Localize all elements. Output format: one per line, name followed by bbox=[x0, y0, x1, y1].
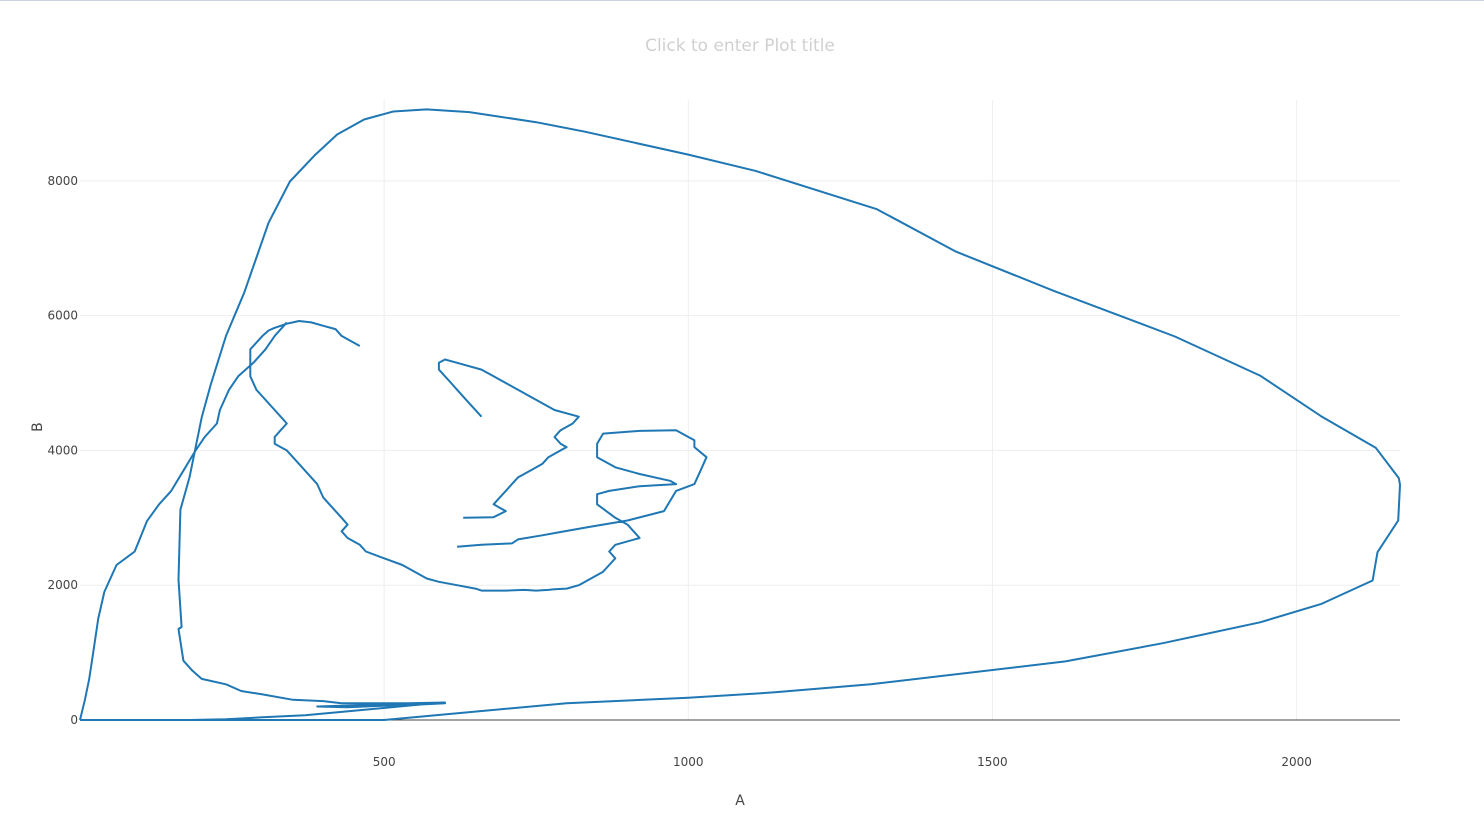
y-tick-label: 6000 bbox=[47, 309, 78, 323]
plot-title[interactable]: Click to enter Plot title bbox=[645, 36, 835, 56]
gridlines bbox=[80, 100, 1400, 720]
x-tick-label: 1000 bbox=[673, 755, 704, 769]
y-axis-title[interactable]: B bbox=[30, 422, 46, 432]
series-line-2[interactable] bbox=[79, 321, 288, 721]
y-tick-label: 0 bbox=[70, 713, 78, 727]
series-line-4[interactable] bbox=[437, 358, 580, 519]
series-line-1[interactable] bbox=[80, 108, 1401, 721]
y-tick-label: 8000 bbox=[47, 174, 78, 188]
y-tick-label: 4000 bbox=[47, 443, 78, 457]
top-border bbox=[0, 0, 1484, 1]
y-tick-label: 2000 bbox=[47, 578, 78, 592]
y-tick-labels: 0 2000 4000 6000 8000 bbox=[47, 174, 78, 727]
x-axis-title[interactable]: A bbox=[735, 793, 745, 809]
x-tick-label: 1500 bbox=[977, 755, 1008, 769]
x-tick-label: 500 bbox=[373, 755, 396, 769]
series-line-3[interactable] bbox=[249, 320, 708, 592]
x-tick-label: 2000 bbox=[1281, 755, 1312, 769]
series-layer bbox=[79, 108, 1401, 721]
x-tick-labels: 500 1000 1500 2000 bbox=[373, 755, 1312, 769]
